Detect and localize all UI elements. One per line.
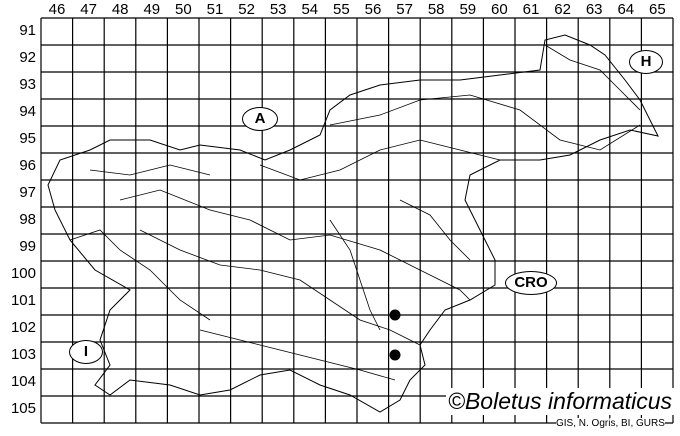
grid-lines <box>40 17 674 424</box>
column-label: 55 <box>333 1 350 18</box>
column-label: 53 <box>269 1 287 18</box>
rivers <box>69 44 641 381</box>
row-label: 92 <box>19 49 36 66</box>
column-label: 62 <box>554 1 571 18</box>
credit-text: GIS, N. Ogris, BI, GURS <box>556 418 665 429</box>
column-label: 61 <box>522 1 540 18</box>
column-label: 57 <box>396 1 413 18</box>
row-label: 99 <box>19 238 36 255</box>
row-label: 104 <box>10 373 36 390</box>
region-label-italy: I <box>69 340 103 364</box>
row-label: 103 <box>10 346 36 363</box>
row-label: 98 <box>19 211 36 228</box>
row-label: 101 <box>10 292 36 309</box>
row-label: 105 <box>10 400 36 417</box>
column-label: 59 <box>459 1 477 18</box>
row-label: 100 <box>10 265 36 282</box>
region-label-austria: A <box>242 107 278 131</box>
record-dot <box>389 349 401 361</box>
copyright-text: ©Boletus informaticus <box>446 388 675 415</box>
row-label: 93 <box>19 76 36 93</box>
row-label: 97 <box>19 184 36 201</box>
column-label: 64 <box>617 1 635 18</box>
region-label-croatia: CRO <box>505 271 557 295</box>
region-label-hungary: H <box>629 50 663 74</box>
column-label: 48 <box>111 1 129 18</box>
row-label: 91 <box>19 22 36 39</box>
column-label: 56 <box>364 1 382 18</box>
column-label: 58 <box>427 1 445 18</box>
column-label: 47 <box>80 1 97 18</box>
column-label: 65 <box>649 1 666 18</box>
column-label: 60 <box>491 1 508 18</box>
country-border <box>47 34 659 413</box>
row-label: 102 <box>10 319 36 336</box>
row-label: 95 <box>19 130 36 147</box>
column-label: 46 <box>48 1 66 18</box>
column-label: 54 <box>301 1 319 18</box>
record-dot <box>389 309 401 321</box>
column-label: 50 <box>175 1 192 18</box>
row-label: 94 <box>19 103 36 120</box>
column-label: 51 <box>206 1 224 18</box>
column-label: 52 <box>238 1 255 18</box>
row-label: 96 <box>19 157 36 174</box>
column-label: 63 <box>585 1 603 18</box>
column-label: 49 <box>143 1 161 18</box>
